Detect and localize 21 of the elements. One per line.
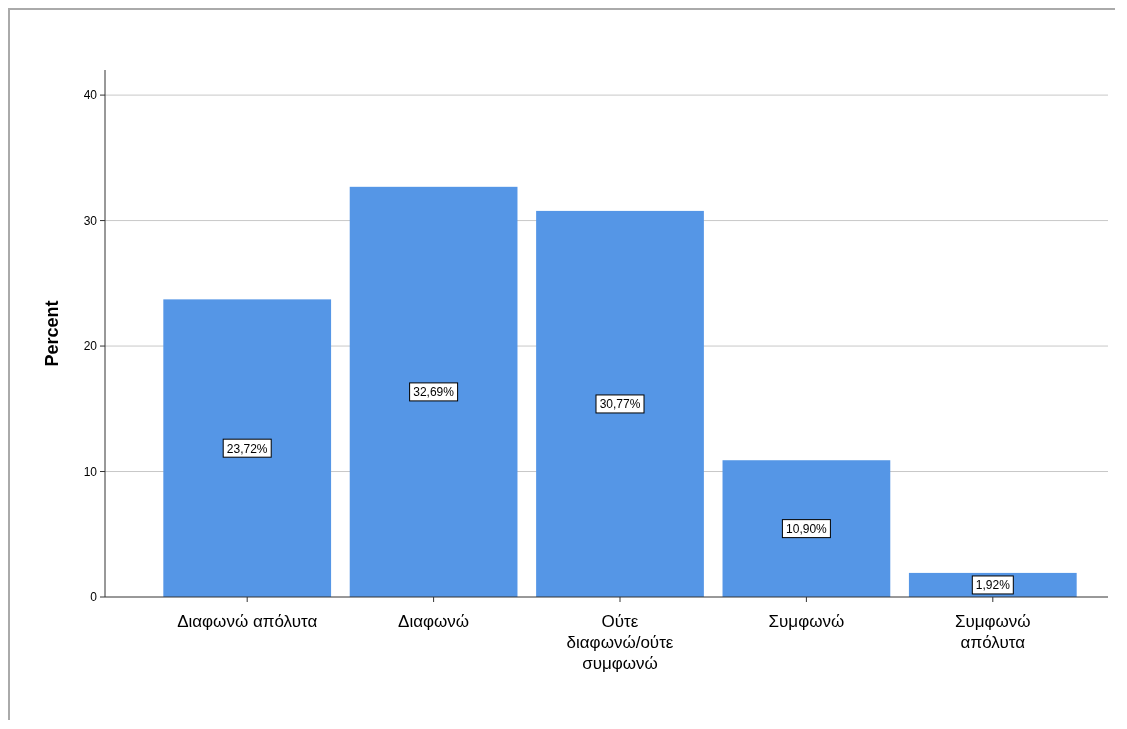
frame: 0 10 20 30 40 Διαφωνώ απόλυτα Διαφωνώ Ούτε διαφωνώ/ούτε συμφωνώ Συμφωνώ Συμφωνώ απόλυτα 23,72% 32,69% 30,77% 10,90% 1,92% Percent	[8, 8, 1115, 720]
bar	[722, 460, 891, 597]
bar	[349, 186, 518, 597]
y-tick-label: 0	[90, 590, 98, 604]
bar	[163, 299, 332, 597]
x-tick-label: Συμφωνώ	[768, 612, 845, 631]
x-tick-label: Διαφωνώ απόλυτα	[177, 612, 318, 631]
x-tick-label: Διαφωνώ	[398, 612, 470, 631]
y-axis-title: Percent	[42, 300, 62, 367]
y-tick-label: 30	[83, 213, 98, 228]
y-tick-label: 10	[83, 464, 98, 479]
y-tick-label: 40	[83, 88, 98, 103]
x-tick-label: Συμφωνώ απόλυτα	[954, 612, 1031, 652]
data-label: 32,69%	[413, 385, 455, 400]
data-label: 10,90%	[786, 522, 828, 537]
data-label: 23,72%	[226, 441, 268, 456]
data-label: 30,77%	[599, 397, 641, 412]
x-tick-label: Ούτε διαφωνώ/ούτε συμφωνώ	[566, 612, 674, 673]
data-label: 1,92%	[975, 578, 1011, 593]
y-tick-label: 20	[83, 339, 98, 354]
bar	[536, 210, 704, 597]
